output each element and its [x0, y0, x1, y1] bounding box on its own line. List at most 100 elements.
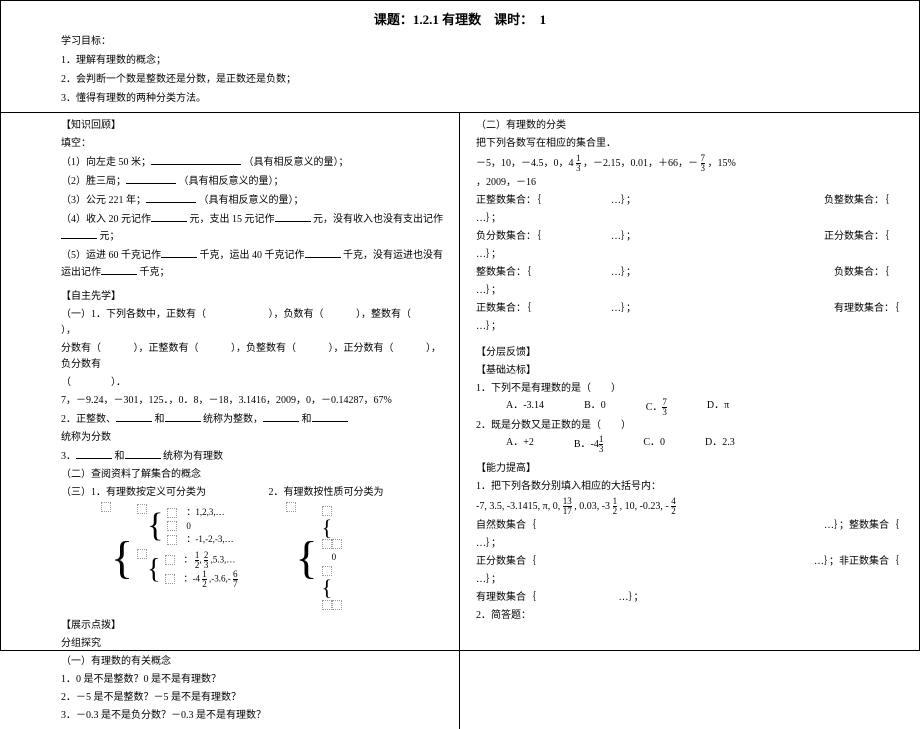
a2-d: ），正分数有（: [329, 343, 394, 354]
a1-c: ），整数有（: [356, 309, 411, 320]
q2: （2）胜三局； （具有相反意义的量）；: [61, 172, 449, 191]
content-columns: 【知识回顾】 填空： （1）向左走 50 米； （具有相反意义的量）； （2）胜…: [1, 112, 919, 729]
ps1c: …｝；: [476, 535, 909, 553]
ps2c: …｝；: [476, 571, 909, 589]
rnums-c: ，15%: [708, 158, 736, 169]
number-list: 7，－9.24，－301，125．，0．8，－18，3.1416，2009，0，…: [61, 392, 449, 410]
c2a: A．+2: [506, 435, 534, 454]
rnums2: ，2009，－16: [476, 174, 909, 192]
section-basic: 【基础达标】: [476, 362, 909, 380]
brace-icon: {: [111, 502, 133, 613]
fraction: 73: [662, 398, 667, 417]
box-icon: [167, 521, 177, 531]
a5-b: 和: [115, 451, 125, 462]
fill-label: 填空：: [61, 135, 449, 153]
a7-a: （三）1．有理数按定义可分类为: [61, 487, 206, 498]
tree1-l5b: ,-3.6,-: [209, 573, 231, 583]
a5-a: 3．: [61, 451, 76, 462]
q4-a: （4）收入 20 元记作: [61, 214, 151, 225]
blank: [125, 448, 161, 459]
blank: [151, 154, 241, 165]
blank: [165, 411, 201, 422]
blank: [312, 411, 348, 422]
set2a: 负分数集合：｛ …｝；: [476, 229, 636, 245]
q4-c: 元，没有收入也没有支出记作: [313, 214, 443, 225]
tree1-l4b: ,5.3,…: [211, 554, 236, 564]
p1: 1．把下列各数分别填入相应的大括号内：: [476, 478, 909, 496]
q2-b: （具有相反意义的量）；: [179, 176, 284, 187]
tree1-l5a: ：-4: [175, 573, 201, 583]
p2: 2．简答题：: [476, 607, 909, 625]
box-icon: [322, 600, 332, 610]
q3: （3）公元 221 年； （具有相反意义的量）；: [61, 191, 449, 210]
left-column: 【知识回顾】 填空： （1）向左走 50 米； （具有相反意义的量）； （2）胜…: [1, 113, 460, 729]
blank: [126, 173, 176, 184]
fraction: 12: [195, 551, 200, 570]
a2-a: 分数有（: [61, 343, 101, 354]
set1b: 负整数集合：｛: [824, 195, 909, 206]
set2: 负分数集合：｛ …｝； 正分数集合：｛: [476, 228, 909, 246]
set4c: …｝；: [476, 318, 909, 336]
tree1-l2: 0: [177, 521, 191, 531]
brace-icon: {: [147, 504, 163, 549]
rnums-b: ，－2.15，0.01，＋66，－: [583, 158, 698, 169]
box-icon: [165, 574, 175, 584]
box-icon: [165, 555, 175, 565]
pnums-b: , 0.03, -3: [574, 501, 610, 512]
choices-1: A．-3.14 B．0 C．73 D．π: [476, 398, 909, 417]
q4-d: 元；: [100, 231, 120, 242]
brace-icon: {: [147, 549, 160, 591]
b5: 3．－0.3 是不是负分数？－0.3 是不是有理数？: [61, 707, 449, 725]
set3b: 负数集合：｛: [834, 267, 909, 278]
set3: 整数集合：｛ …｝； 负数集合：｛: [476, 264, 909, 282]
fraction: 42: [671, 497, 676, 516]
learning-goals: 学习目标： 1．理解有理数的概念； 2．会判断一个数是整数还是分数，是正数还是负…: [1, 32, 919, 112]
a7: （三）1．有理数按定义可分类为 2．有理数按性质可分类为: [61, 484, 449, 502]
fraction: 12: [613, 497, 618, 516]
blank: [76, 448, 112, 459]
q1-a: （1）向左走 50 米；: [61, 157, 151, 168]
blank: [151, 211, 187, 222]
a2: 分数有（ ），正整数有（ ），负整数有（ ），正分数有（ ），负分数有: [61, 340, 449, 374]
a7-b: 2．有理数按性质可分类为: [269, 487, 384, 498]
fraction: 23: [204, 551, 209, 570]
box-icon: [167, 508, 177, 518]
q3-a: （3）公元 221 年；: [61, 195, 146, 206]
a2-c: ），负整数有（: [231, 343, 296, 354]
q2-a: （2）胜三局；: [61, 176, 126, 187]
set2c: …｝；: [476, 246, 909, 264]
ps2: 正分数集合｛ …｝；非正数集合｛: [476, 553, 909, 571]
box-icon: [167, 535, 177, 545]
page: 课题：1.2.1 有理数 课时： 1 学习目标： 1．理解有理数的概念； 2．会…: [0, 0, 920, 651]
goal-1: 1．理解有理数的概念；: [61, 51, 901, 70]
pnums-c: , 10, -0.23, -: [620, 501, 669, 512]
section-display: 【展示点拨】: [61, 617, 449, 635]
ps3a: 有理数集合｛: [476, 592, 536, 603]
goals-label: 学习目标：: [61, 32, 901, 51]
c2b: B．-413: [574, 435, 604, 454]
lesson-title: 课题：1.2.1 有理数 课时： 1: [1, 1, 919, 32]
set3a: 整数集合：｛ …｝；: [476, 265, 636, 281]
box-icon: [101, 502, 111, 512]
b3: 1．0 是不是整数？0 是不是有理数？: [61, 671, 449, 689]
a3-c: 统称为整数，: [203, 414, 263, 425]
blank: [146, 192, 196, 203]
a2-b: ），正整数有（: [134, 343, 199, 354]
section-self-study: 【自主先学】: [61, 288, 449, 306]
box-icon: [332, 600, 342, 610]
ps2a: 正分数集合｛: [476, 554, 536, 570]
c1a: A．-3.14: [506, 398, 544, 417]
fraction: 13: [576, 154, 581, 173]
r2: 把下列各数写在相应的集合里．: [476, 135, 909, 153]
a1-b: ），负数有（: [269, 309, 324, 320]
a4: 统称为分数: [61, 429, 449, 447]
tree1-l1: ：1,2,3,…: [177, 507, 224, 517]
b4: 2．－5 是不是整数？－5 是不是有理数？: [61, 689, 449, 707]
fraction: 13: [599, 435, 604, 454]
rnums-a: －5，10，－4.5，0，4: [476, 158, 574, 169]
pnums-a: -7, 3.5, -3.1415, π, 0,: [476, 501, 560, 512]
goal-2: 2．会判断一个数是整数还是分数，是正数还是负数；: [61, 70, 901, 89]
set4b: 有理数集合：｛: [834, 303, 909, 314]
a3-b: 和: [155, 414, 165, 425]
a2f: （ ）．: [61, 374, 449, 392]
